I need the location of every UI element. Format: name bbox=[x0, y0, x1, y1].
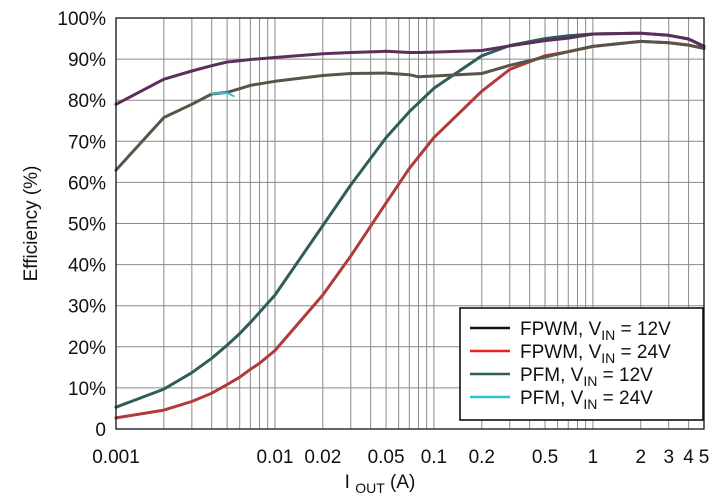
x-tick-label: 2 bbox=[635, 447, 646, 468]
x-axis-title-main: I bbox=[345, 472, 350, 493]
x-tick-label: 0.05 bbox=[368, 447, 405, 468]
legend-label: PFM, VIN = 12V bbox=[520, 365, 653, 389]
x-tick-label: 0.01 bbox=[256, 447, 293, 468]
y-axis-ticks: 0 10% 20% 30% 40% 50% 60% 70% 80% 90% 100% bbox=[57, 9, 106, 441]
x-tick-label: 3 bbox=[663, 447, 674, 468]
legend-label-tail: = 12V bbox=[597, 365, 653, 386]
y-tick-label: 70% bbox=[68, 132, 106, 153]
legend-label-main: FPWM, V bbox=[520, 319, 602, 340]
y-tick-label: 40% bbox=[68, 256, 106, 277]
x-tick-label: 0.5 bbox=[532, 447, 558, 468]
y-tick-label: 0 bbox=[95, 420, 106, 441]
legend-label-main: FPWM, V bbox=[520, 342, 602, 363]
legend-label-main: PFM, V bbox=[520, 365, 584, 386]
x-tick-label: 1 bbox=[588, 447, 599, 468]
y-tick-label: 10% bbox=[68, 379, 106, 400]
x-axis-title: I OUT (A) bbox=[345, 472, 416, 497]
x-axis-title-unit: (A) bbox=[390, 472, 415, 493]
series-line bbox=[210, 91, 235, 98]
x-tick-label: 0.02 bbox=[304, 447, 341, 468]
x-tick-label: 4 bbox=[683, 447, 694, 468]
legend-box bbox=[459, 307, 704, 421]
legend-label-subscript: IN bbox=[583, 396, 597, 412]
y-tick-label: 80% bbox=[68, 91, 106, 112]
x-tick-label: 0.1 bbox=[421, 447, 447, 468]
series-line bbox=[114, 31, 706, 106]
y-tick-label: 60% bbox=[68, 173, 106, 194]
legend-label-tail: = 24V bbox=[615, 342, 671, 363]
legend-label-tail: = 24V bbox=[597, 388, 653, 409]
y-tick-label: 50% bbox=[68, 215, 106, 236]
legend-label-subscript: IN bbox=[601, 350, 615, 366]
y-axis-title: Efficiency (%) bbox=[21, 166, 42, 282]
y-tick-label: 100% bbox=[57, 9, 106, 30]
legend-label-tail: = 12V bbox=[615, 319, 671, 340]
legend-label-subscript: IN bbox=[583, 373, 597, 389]
legend-label-main: PFM, V bbox=[520, 388, 584, 409]
x-axis-ticks: 0.001 0.01 0.02 0.05 0.1 0.2 0.5 1 2 3 4 5 bbox=[92, 447, 709, 468]
y-tick-label: 20% bbox=[68, 338, 106, 359]
x-axis-title-subscript: OUT bbox=[355, 480, 385, 496]
legend-label-subscript: IN bbox=[601, 327, 615, 343]
legend-label: PFM, VIN = 24V bbox=[520, 388, 653, 412]
x-tick-label: 0.001 bbox=[92, 447, 140, 468]
x-tick-label: 5 bbox=[699, 447, 710, 468]
y-tick-label: 30% bbox=[68, 297, 106, 318]
series-lines bbox=[114, 31, 706, 420]
legend-label: FPWM, VIN = 12V bbox=[520, 319, 671, 343]
y-tick-label: 90% bbox=[68, 50, 106, 71]
legend-label: FPWM, VIN = 24V bbox=[520, 342, 671, 366]
plot-border bbox=[115, 17, 705, 430]
x-tick-label: 0.2 bbox=[469, 447, 495, 468]
